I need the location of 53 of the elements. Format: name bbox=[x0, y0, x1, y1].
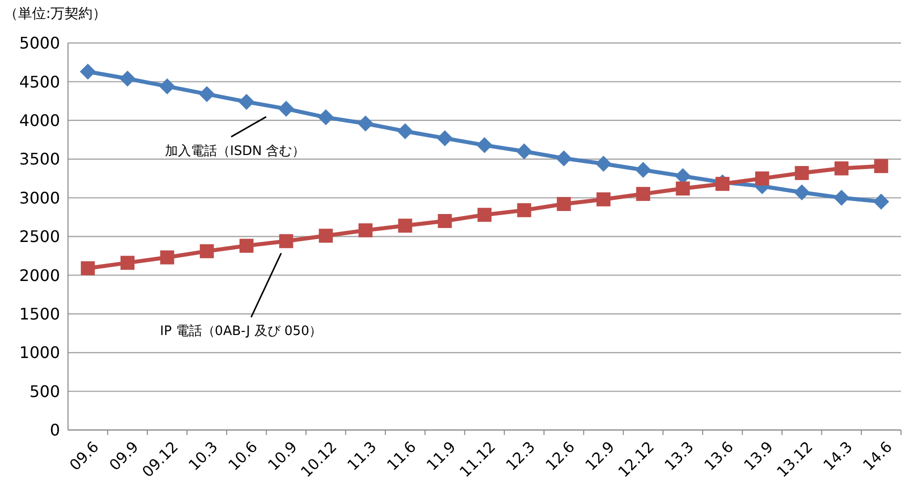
point bbox=[556, 150, 572, 166]
point bbox=[358, 115, 374, 132]
y-tick-label: 2500 bbox=[19, 227, 60, 246]
point bbox=[318, 228, 333, 243]
point bbox=[80, 261, 95, 276]
y-tick-label: 500 bbox=[29, 382, 60, 401]
point bbox=[716, 176, 730, 191]
y-tick-label: 2000 bbox=[19, 266, 60, 285]
point bbox=[794, 166, 809, 180]
text: 加入電話（ISDN 含む） bbox=[165, 144, 305, 159]
point bbox=[358, 223, 372, 238]
y-tick-label: 1000 bbox=[19, 343, 60, 362]
point bbox=[278, 100, 294, 117]
point bbox=[635, 162, 652, 178]
point bbox=[198, 86, 215, 102]
point bbox=[80, 64, 96, 80]
point bbox=[636, 186, 650, 201]
y-tick-label: 0 bbox=[50, 420, 60, 440]
point bbox=[834, 161, 848, 176]
point bbox=[596, 192, 610, 206]
point bbox=[200, 244, 214, 258]
point bbox=[436, 130, 453, 146]
y-tick-label: 3500 bbox=[19, 150, 60, 169]
point bbox=[279, 234, 294, 248]
point bbox=[676, 182, 690, 196]
point bbox=[159, 78, 176, 94]
y-tick-label: 3000 bbox=[19, 188, 60, 208]
y-tick-label: 1500 bbox=[19, 304, 60, 324]
point bbox=[755, 171, 770, 186]
point bbox=[397, 123, 414, 140]
y-tick-label: 5000 bbox=[19, 34, 60, 53]
point bbox=[873, 194, 890, 210]
point bbox=[478, 208, 492, 222]
point bbox=[120, 256, 134, 270]
point bbox=[160, 250, 174, 264]
point bbox=[517, 203, 532, 218]
point bbox=[120, 70, 136, 87]
point bbox=[794, 184, 810, 200]
point bbox=[556, 196, 571, 211]
point bbox=[238, 94, 254, 110]
point bbox=[516, 143, 532, 160]
point bbox=[438, 214, 452, 228]
point bbox=[874, 159, 888, 174]
y-axis-title: （単位:万契約） bbox=[4, 6, 107, 22]
point bbox=[476, 137, 492, 154]
y-tick-label: 4000 bbox=[19, 111, 60, 130]
point bbox=[318, 109, 334, 126]
text: IP 電話（0AB-J 及び 050） bbox=[160, 324, 322, 340]
point bbox=[834, 190, 850, 206]
y-tick-label: 4500 bbox=[19, 72, 60, 92]
point bbox=[596, 156, 612, 172]
point bbox=[398, 218, 412, 233]
point bbox=[240, 238, 254, 253]
